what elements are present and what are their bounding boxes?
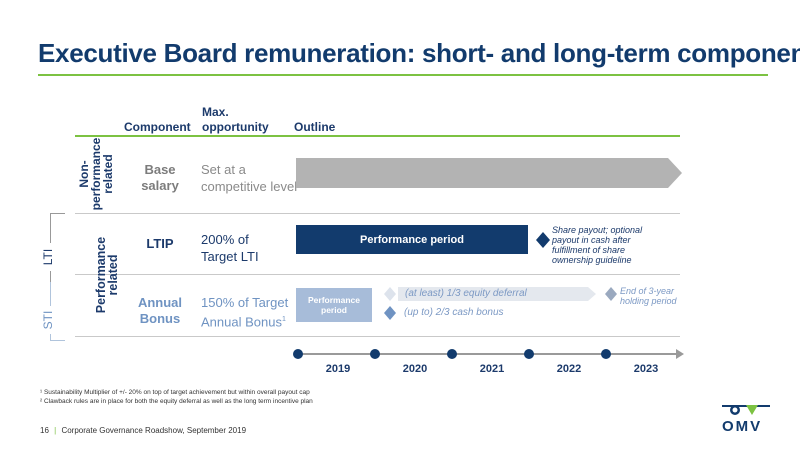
opportunity-ltip-line2: Target LTI <box>201 249 259 264</box>
omv-logo-text: OMV <box>722 418 763 435</box>
title-underline <box>38 74 768 76</box>
holding-period-note-line1: End of 3-year <box>620 286 675 296</box>
header-rule <box>75 135 680 137</box>
row-separator-2 <box>75 274 680 275</box>
ltip-payout-diamond-icon <box>536 232 550 248</box>
opportunity-ltip-line1: 200% of <box>201 232 249 247</box>
header-component: Component <box>124 120 191 134</box>
header-max-line2: opportunity <box>202 120 269 134</box>
component-base-salary: Base salary <box>120 162 200 194</box>
year-2022: 2022 <box>556 363 582 375</box>
footer-divider: | <box>54 426 57 435</box>
footer-page-number: 16 <box>40 426 49 435</box>
header-max-line1: Max. <box>202 105 229 119</box>
year-2021: 2021 <box>479 363 505 375</box>
holding-period-note: End of 3-year holding period <box>620 286 677 306</box>
bonus-performance-period-line2: period <box>321 305 347 315</box>
ltip-payout-note-line4: ownership guideline <box>552 255 632 265</box>
component-annual-bonus-line1: Annual <box>137 295 183 310</box>
opportunity-annual-bonus-line1: 150% of Target <box>201 295 289 310</box>
opportunity-annual-bonus-line2: Annual Bonus <box>201 314 282 330</box>
row-separator-1 <box>75 213 680 214</box>
ltip-performance-period-label: Performance period <box>360 233 464 246</box>
ltip-payout-note-line1: Share payout; optional <box>552 225 643 235</box>
year-2023: 2023 <box>633 363 659 375</box>
year-2019: 2019 <box>325 363 351 375</box>
opportunity-base-salary-line1: Set at a <box>201 162 246 177</box>
year-2020: 2020 <box>402 363 428 375</box>
opportunity-base-salary-line2: competitive level <box>201 179 298 194</box>
ltip-payout-note-line3: fulfillment of share <box>552 245 626 255</box>
ltip-payout-note-line2: payout in cash after <box>552 235 631 245</box>
equity-deferral-arrow <box>398 287 596 301</box>
ltip-payout-note: Share payout; optional payout in cash af… <box>552 225 642 265</box>
equity-start-diamond-icon <box>384 287 396 301</box>
ltip-performance-period-bar: Performance period <box>296 225 528 254</box>
footer: 16 | Corporate Governance Roadshow, Sept… <box>40 426 246 435</box>
base-salary-arrow <box>296 158 682 188</box>
group-performance: Performance related <box>94 225 121 325</box>
page-title: Executive Board remuneration: short- and… <box>38 38 800 68</box>
opportunity-annual-bonus: 150% of Target Annual Bonus1 <box>201 294 288 330</box>
footnote-marker-1: 1 <box>281 316 286 323</box>
holding-period-note-line2: holding period <box>620 296 677 306</box>
component-ltip: LTIP <box>146 236 174 251</box>
component-annual-bonus-line2: Bonus <box>139 311 181 326</box>
bonus-performance-period-bar: Performance period <box>296 288 372 322</box>
group-non-performance: Non- performance related <box>77 134 118 214</box>
holding-period-end-diamond-icon <box>605 287 617 301</box>
component-annual-bonus: Annual Bonus <box>120 295 200 327</box>
opportunity-base-salary: Set at a competitive level <box>201 161 297 195</box>
group-non-performance-line3: related <box>101 154 115 194</box>
timeline-axis <box>293 349 684 359</box>
header-outline: Outline <box>294 120 336 134</box>
group-performance-line2: related <box>106 254 120 296</box>
bonus-performance-period-line1: Performance <box>308 295 360 305</box>
footnote-1: ¹ Sustainability Multiplier of +/- 20% o… <box>40 389 310 396</box>
opportunity-ltip: 200% of Target LTI <box>201 231 259 265</box>
component-base-salary-line2: salary <box>141 178 179 193</box>
cash-bonus-diamond-icon <box>384 306 396 320</box>
row-separator-3 <box>75 336 680 337</box>
footer-text: Corporate Governance Roadshow, September… <box>61 426 247 435</box>
footnote-2: ² Clawback rules are in place for both t… <box>40 398 313 405</box>
lti-label: LTI <box>41 243 55 271</box>
sti-label: STI <box>41 306 55 334</box>
cash-bonus-label: (up to) 2/3 cash bonus <box>404 307 504 318</box>
component-base-salary-line1: Base <box>144 162 176 177</box>
equity-deferral-label: (at least) 1/3 equity deferral <box>405 288 527 299</box>
omv-logo-mark-icon <box>722 405 770 415</box>
